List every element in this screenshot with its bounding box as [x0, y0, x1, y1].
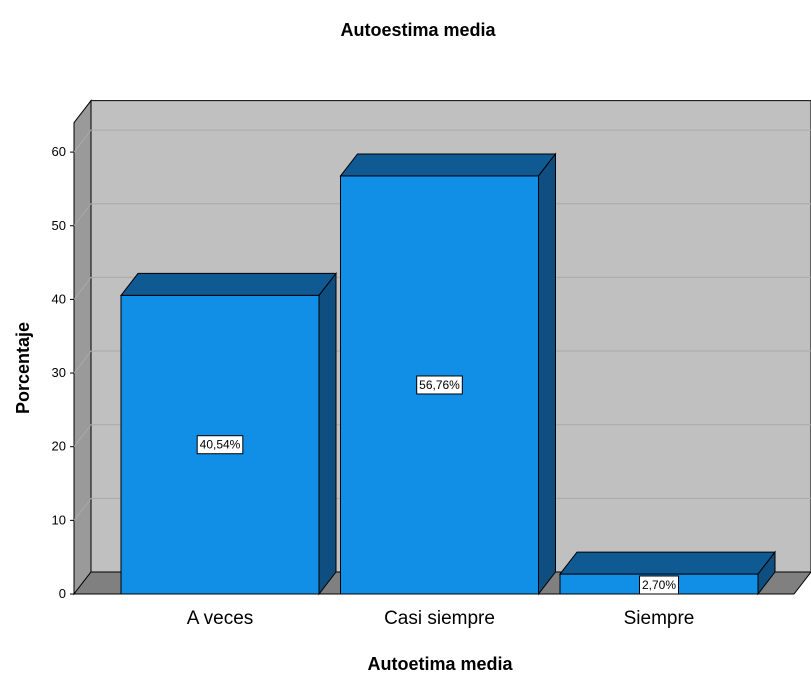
gridline [73, 424, 811, 448]
gridline [73, 497, 811, 521]
bar-side-face [318, 271, 337, 596]
y-axis-title: Porcentaje [13, 322, 33, 414]
y-tick-label: 30 [52, 365, 66, 380]
data-label-box [196, 435, 244, 455]
bar-top-face [558, 551, 777, 575]
y-tick-label: 20 [52, 439, 66, 454]
y-tick-label: 40 [52, 291, 66, 306]
gridline [73, 276, 811, 300]
side-wall [73, 99, 92, 596]
gridline [73, 203, 811, 227]
data-label-box [416, 375, 463, 395]
x-tick-label: Casi siempre [384, 608, 495, 629]
y-tick-label: 60 [52, 144, 66, 159]
bars: 40,54% 56,76% 2,70% [119, 152, 777, 596]
bar-side-face [538, 152, 556, 596]
data-label-text: 56,76% [419, 378, 460, 392]
data-label-box [639, 575, 679, 595]
x-axis-title: Autoetima media [367, 654, 513, 673]
y-tick-label: 50 [52, 218, 66, 233]
y-tick-label: 0 [59, 586, 66, 601]
gridline [73, 129, 811, 153]
bar-top-face [339, 153, 557, 177]
bar [119, 271, 338, 596]
y-axis-ticks: 0 10 20 30 40 50 60 [52, 144, 74, 601]
x-axis-ticks: A veces Casi siempre Siempre [187, 608, 695, 629]
gridlines [73, 129, 811, 521]
data-label-text: 40,54% [200, 438, 241, 452]
data-label: 2,70% [639, 575, 679, 595]
x-tick-label: A veces [187, 608, 254, 629]
data-label: 56,76% [416, 375, 463, 395]
data-label: 40,54% [196, 435, 244, 455]
y-tick-label: 10 [52, 512, 66, 527]
x-tick-label: Siempre [624, 608, 695, 629]
data-label-text: 2,70% [642, 578, 676, 592]
bar-top-face [119, 272, 338, 296]
bar [339, 152, 557, 596]
gridline [73, 350, 811, 374]
chart-title: Autoestima media [340, 20, 496, 40]
